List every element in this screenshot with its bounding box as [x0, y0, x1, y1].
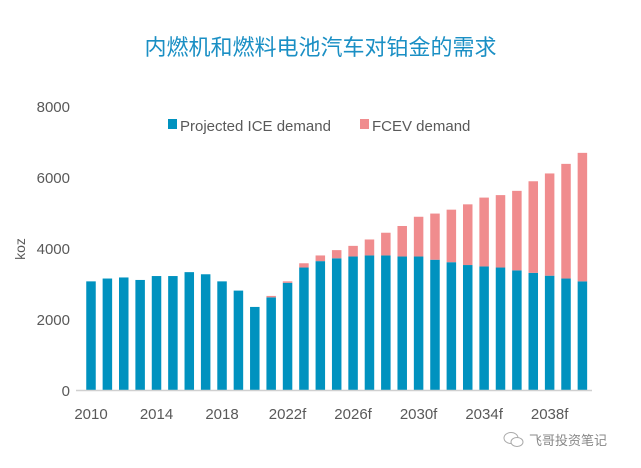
- bar-ice-2037f: [528, 272, 539, 390]
- y-axis-label: koz: [12, 238, 28, 260]
- bar-fcev-2023f: [299, 263, 309, 268]
- x-axis: 2010 2014 2018 2022f 2026f 2030f 2034f 2038f: [74, 406, 569, 423]
- chart-title: 内燃机和燃料电池汽车对铂金的需求: [144, 36, 497, 61]
- bar-fcev-2032f: [446, 209, 457, 263]
- bar-ice-2020: [250, 306, 260, 390]
- legend-label-fcev: FCEV demand: [372, 118, 470, 135]
- bar-fcev-2025f: [331, 250, 342, 259]
- bar-ice-2015: [168, 276, 178, 390]
- bar-fcev-2033f: [462, 204, 473, 266]
- bar-ice-2024f: [315, 261, 326, 390]
- bar-fcev-2022f: [282, 281, 293, 283]
- x-tick-label: 2026f: [334, 406, 372, 423]
- bar-ice-2033f: [462, 265, 473, 390]
- bar-ice-2032f: [446, 262, 457, 390]
- bar-ice-2011: [102, 278, 113, 390]
- bar-fcev-2035f: [495, 195, 506, 268]
- x-tick-label: 2010: [74, 406, 107, 423]
- legend-swatch-ice: [168, 119, 177, 129]
- bar-ice-2028f: [381, 255, 391, 390]
- bar-fcev-2026f: [348, 245, 358, 257]
- x-tick-label: 2030f: [400, 406, 438, 423]
- y-tick-label: 8000: [37, 99, 70, 116]
- watermark-text: 飞哥投资笔记: [529, 434, 608, 449]
- x-tick-label: 2018: [205, 406, 238, 423]
- x-tick-label: 2038f: [531, 406, 569, 423]
- bar-ice-2027f: [364, 255, 375, 390]
- bar-ice-2016: [184, 272, 195, 390]
- bar-ice-2035f: [495, 267, 506, 390]
- bar-ice-2018: [217, 281, 227, 390]
- legend-swatch-fcev: [360, 119, 369, 129]
- bar-ice-2010: [86, 281, 96, 390]
- bar-fcev-2027f: [364, 239, 375, 256]
- bars: [86, 152, 588, 390]
- bar-fcev-2040f: [577, 152, 588, 282]
- legend-label-ice: Projected ICE demand: [180, 118, 331, 135]
- wechat-icon: [503, 431, 524, 447]
- y-tick-label: 2000: [37, 312, 70, 329]
- bar-fcev-2028f: [381, 232, 391, 256]
- bar-ice-2038f: [544, 275, 555, 390]
- bar-fcev-2031f: [430, 213, 440, 260]
- y-axis: 0 2000 4000 6000 8000: [37, 99, 70, 400]
- bar-ice-2013: [135, 279, 145, 390]
- bar-ice-2026f: [348, 256, 358, 390]
- bar-ice-2040f: [577, 281, 588, 390]
- bar-fcev-2034f: [479, 197, 489, 267]
- bar-fcev-2021: [266, 295, 276, 298]
- bar-ice-2031f: [430, 259, 440, 390]
- y-tick-label: 6000: [37, 170, 70, 187]
- bar-ice-2034f: [479, 266, 489, 390]
- bar-ice-2021: [266, 297, 276, 390]
- bar-ice-2017: [200, 274, 211, 390]
- legend: Projected ICE demand FCEV demand: [168, 118, 470, 135]
- bar-ice-2019: [233, 290, 244, 390]
- bar-ice-2029f: [397, 256, 407, 390]
- bar-ice-2014: [151, 276, 162, 390]
- bar-ice-2036f: [512, 270, 522, 390]
- bar-fcev-2024f: [315, 255, 326, 262]
- bar-fcev-2038f: [544, 173, 555, 276]
- bar-ice-2030f: [413, 256, 424, 390]
- x-tick-label: 2034f: [465, 406, 503, 423]
- watermark: 飞哥投资笔记: [503, 430, 607, 449]
- bar-ice-2022f: [282, 282, 293, 390]
- bar-ice-2012: [119, 277, 129, 390]
- bar-ice-2039f: [561, 278, 571, 390]
- y-tick-label: 4000: [37, 241, 70, 258]
- bar-fcev-2030f: [413, 216, 424, 257]
- bar-ice-2023f: [299, 267, 309, 390]
- bar-fcev-2029f: [397, 225, 407, 257]
- x-tick-label: 2014: [140, 406, 173, 423]
- bar-fcev-2037f: [528, 181, 539, 273]
- x-tick-label: 2022f: [269, 406, 307, 423]
- y-tick-label: 0: [62, 383, 70, 400]
- bar-fcev-2036f: [512, 190, 522, 271]
- bar-ice-2025f: [331, 258, 342, 390]
- bar-fcev-2039f: [561, 163, 571, 279]
